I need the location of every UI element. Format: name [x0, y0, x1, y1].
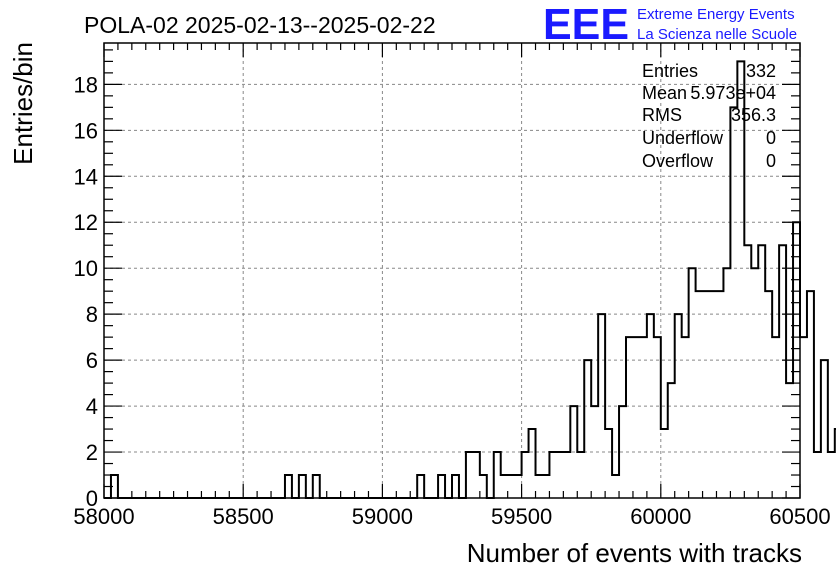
- y-tick-label: 0: [86, 486, 98, 511]
- x-tick-label: 59000: [352, 504, 413, 529]
- logo-line-1: Extreme Energy Events: [637, 6, 795, 23]
- y-tick-label: 16: [74, 118, 98, 143]
- stats-rms-label: RMS: [642, 105, 682, 125]
- x-tick-labels: 58000 58500 59000 59500 60000 60500: [73, 504, 830, 529]
- y-tick-label: 10: [74, 256, 98, 281]
- stats-box: Entries 332 Mean 5.973e+04 RMS 356.3 Und…: [642, 61, 776, 171]
- y-axis-title: Entries/bin: [8, 42, 38, 165]
- eee-logo: EEE Extreme Energy Events La Scienza nel…: [543, 0, 797, 49]
- axis-ticks: [103, 43, 801, 499]
- x-axis-title: Number of events with tracks: [467, 538, 802, 568]
- stats-overflow-label: Overflow: [642, 151, 714, 171]
- y-tick-label: 4: [86, 394, 98, 419]
- y-tick-label: 14: [74, 164, 98, 189]
- chart-title: POLA-02 2025-02-13--2025-02-22: [84, 12, 436, 38]
- x-tick-label: 60000: [630, 504, 691, 529]
- stats-entries-label: Entries: [642, 61, 698, 81]
- y-tick-label: 12: [74, 210, 98, 235]
- stats-underflow-label: Underflow: [642, 128, 724, 148]
- y-tick-label: 2: [86, 440, 98, 465]
- stats-overflow-value: 0: [766, 151, 776, 171]
- x-tick-label: 58000: [73, 504, 134, 529]
- stats-rms-value: 356.3: [731, 105, 776, 125]
- x-tick-label: 59500: [491, 504, 552, 529]
- stats-underflow-value: 0: [766, 128, 776, 148]
- histogram-series-line: [104, 60, 836, 499]
- stats-mean-value: 5.973e+04: [690, 83, 776, 103]
- logo-mark: EEE: [543, 0, 629, 49]
- y-tick-label: 6: [86, 348, 98, 373]
- stats-mean-label: Mean: [642, 83, 687, 103]
- stats-entries-value: 332: [746, 61, 776, 81]
- logo-line-2: La Scienza nelle Scuole: [637, 26, 797, 43]
- y-tick-label: 8: [86, 302, 98, 327]
- y-tick-labels: 0 2 4 6 8 10 12 14 16 18: [74, 72, 98, 511]
- x-tick-label: 60500: [769, 504, 830, 529]
- y-tick-label: 18: [74, 72, 98, 97]
- x-tick-label: 58500: [213, 504, 274, 529]
